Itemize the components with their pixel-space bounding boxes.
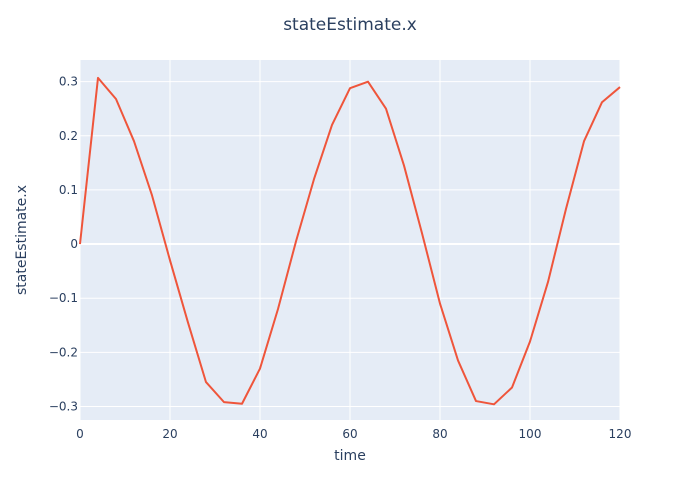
x-tick-label: 60 [342, 427, 357, 441]
y-tick-label: 0 [70, 237, 78, 251]
x-tick-label: 100 [519, 427, 542, 441]
y-axis-title: stateEstimate.x [14, 185, 30, 295]
y-tick-label: −0.3 [49, 399, 78, 413]
x-tick-label: 20 [162, 427, 177, 441]
tick-labels: 0 20 40 60 80 100 120 −0.3 −0.2 −0.1 0 0.1 0.2 0.3 [49, 75, 632, 441]
x-tick-label: 120 [609, 427, 632, 441]
y-tick-label: 0.1 [59, 183, 78, 197]
y-tick-label: 0.3 [59, 75, 78, 89]
x-tick-label: 80 [432, 427, 447, 441]
grid [79, 60, 621, 420]
y-tick-label: −0.2 [49, 345, 78, 359]
x-axis-title: time [334, 448, 366, 464]
x-tick-label: 0 [76, 427, 84, 441]
chart-title: stateEstimate.x [283, 15, 417, 35]
series-layer [79, 76, 621, 406]
y-tick-label: −0.1 [49, 291, 78, 305]
y-tick-label: 0.2 [59, 129, 78, 143]
series-line [79, 76, 621, 406]
x-tick-label: 40 [252, 427, 267, 441]
